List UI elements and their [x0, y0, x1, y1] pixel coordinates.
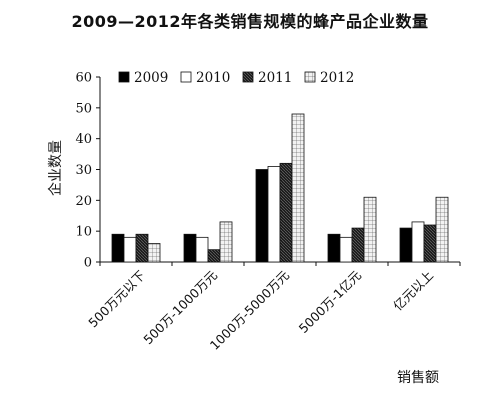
- legend-label-2009: 2009: [134, 70, 168, 86]
- bar-2012-3: [291, 113, 305, 263]
- y-tick-label: 40: [75, 132, 92, 147]
- bar-2009-1: [111, 233, 125, 263]
- x-tick-label: 亿元以上: [390, 268, 436, 314]
- bar-2011-1: [135, 233, 149, 263]
- y-tick-label: 30: [75, 163, 92, 178]
- bar-2009-3: [255, 169, 269, 263]
- bar-2010-1: [123, 236, 137, 263]
- legend-label-2010: 2010: [196, 70, 230, 86]
- bar-2012-1: [147, 243, 161, 263]
- bar-2010-3: [267, 166, 281, 263]
- legend-swatch-2012: [304, 71, 316, 83]
- y-axis-label: 企业数量: [47, 140, 64, 196]
- legend-swatch-2009: [118, 71, 130, 83]
- legend: 2009 2010 2011 2012: [118, 70, 354, 86]
- y-tick-label: 0: [84, 256, 92, 271]
- bar-2012-4: [363, 196, 377, 263]
- bar-2009-5: [399, 227, 413, 263]
- x-axis-label: 销售额: [397, 370, 439, 386]
- bar-2009-2: [183, 233, 197, 263]
- x-tick-label: 1000万-5000万元: [207, 268, 292, 353]
- legend-swatch-2011: [242, 71, 254, 83]
- bar-2010-2: [195, 236, 209, 263]
- x-tick-label: 500万-1000万元: [140, 268, 220, 348]
- y-tick-label: 10: [75, 225, 92, 240]
- y-tick-label: 20: [75, 194, 92, 209]
- bar-2011-3: [279, 162, 293, 263]
- bar-2012-2: [219, 221, 233, 263]
- bar-2011-5: [423, 224, 437, 263]
- bar-2010-5: [411, 221, 425, 263]
- y-tick-label: 60: [75, 71, 92, 86]
- bar-2009-4: [327, 233, 341, 263]
- x-axis: 500万元以下500万-1000万元1000万-5000万元 5000万-1亿元亿…: [85, 261, 461, 353]
- bar-2011-2: [207, 249, 221, 263]
- bar-2011-4: [351, 227, 365, 263]
- x-tick-label: 5000万-1亿元: [296, 268, 364, 336]
- legend-label-2011: 2011: [258, 70, 292, 86]
- y-tick-label: 50: [75, 101, 92, 116]
- y-axis: 0 10 20 30 40 50 60: [75, 71, 101, 271]
- legend-swatch-2010: [180, 71, 192, 83]
- chart-title: 2009—2012年各类销售规模的蜂产品企业数量: [71, 12, 429, 31]
- bar-2012-5: [435, 196, 449, 263]
- x-tick-label: 500万元以下: [85, 268, 148, 331]
- bar-2010-4: [339, 236, 353, 263]
- legend-label-2012: 2012: [320, 70, 354, 86]
- bars: [111, 113, 449, 263]
